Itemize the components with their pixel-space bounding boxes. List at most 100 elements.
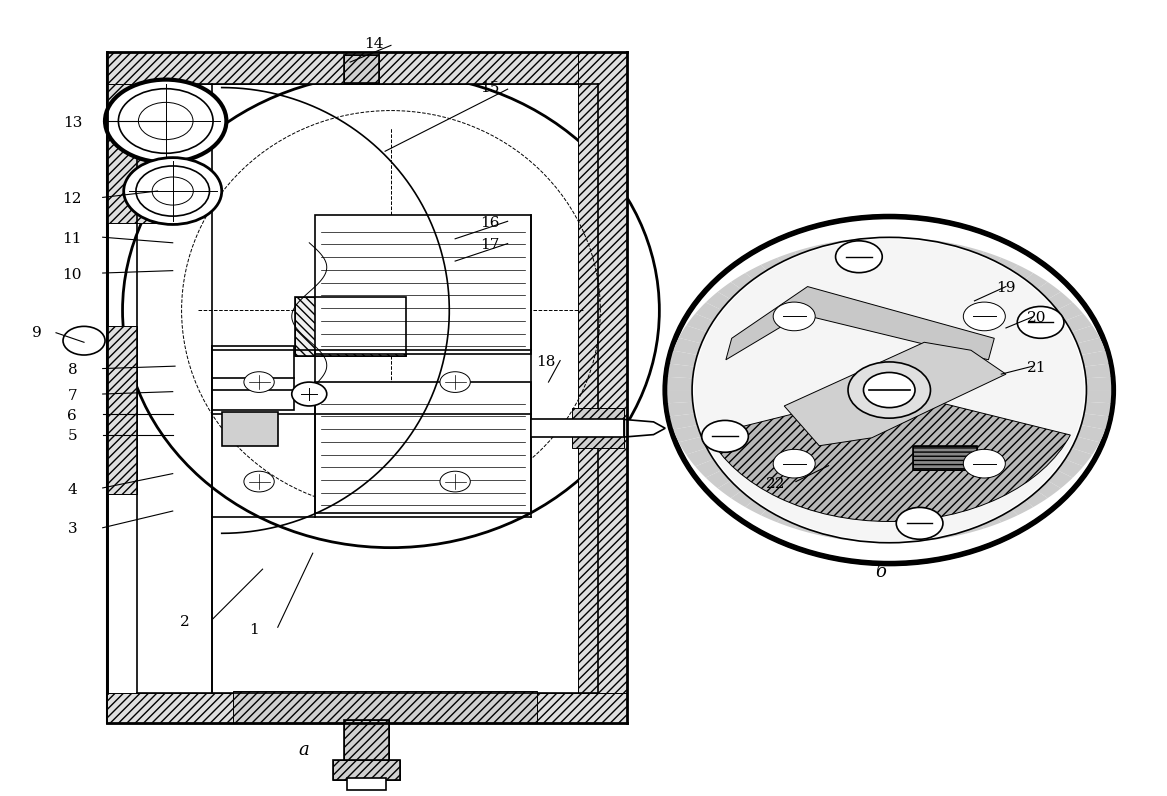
Text: а: а [298,741,309,759]
Wedge shape [679,390,889,455]
Wedge shape [889,265,1033,390]
Wedge shape [889,390,948,540]
Circle shape [774,302,816,331]
Wedge shape [889,247,984,390]
Wedge shape [812,390,889,537]
Wedge shape [889,390,1110,430]
Text: 19: 19 [997,281,1015,295]
Circle shape [244,471,274,492]
Bar [107,326,137,494]
Wedge shape [889,273,1048,390]
Wedge shape [666,390,889,416]
Text: 17: 17 [481,238,499,252]
Text: 9: 9 [33,326,42,340]
Wedge shape [889,314,1092,390]
Bar [212,346,294,410]
Wedge shape [889,292,1072,390]
Circle shape [963,302,1005,331]
Wedge shape [889,390,1033,515]
Bar [344,720,389,764]
Wedge shape [889,390,1112,416]
Bar [344,55,379,83]
Wedge shape [889,390,984,533]
Bar [333,760,400,780]
Wedge shape [731,273,889,390]
Ellipse shape [692,237,1086,543]
Circle shape [152,177,194,205]
Wedge shape [761,390,889,522]
Wedge shape [889,390,1092,466]
Wedge shape [679,326,889,390]
Text: 16: 16 [481,216,499,230]
Bar [347,778,386,790]
Wedge shape [686,314,889,390]
Circle shape [1018,306,1064,338]
Wedge shape [746,265,889,390]
Wedge shape [673,338,889,390]
Wedge shape [777,252,889,390]
Bar [315,382,531,513]
Bar [913,446,977,470]
Wedge shape [889,243,966,390]
Wedge shape [869,237,889,390]
Ellipse shape [123,73,659,548]
Circle shape [105,80,226,162]
Wedge shape [889,390,1001,529]
Circle shape [63,326,105,355]
Wedge shape [812,243,889,390]
Polygon shape [784,342,1006,446]
Wedge shape [851,390,889,542]
Circle shape [118,88,214,154]
Text: 3: 3 [68,522,77,537]
Bar [107,84,180,223]
Bar [531,419,624,437]
Circle shape [896,507,943,539]
Wedge shape [889,258,1018,390]
Wedge shape [889,390,1083,478]
Wedge shape [831,390,889,540]
Text: 1: 1 [250,623,259,638]
Text: 15: 15 [481,80,499,95]
Wedge shape [889,390,1105,443]
Text: 7: 7 [68,388,77,403]
Wedge shape [851,238,889,390]
Wedge shape [889,390,928,542]
Wedge shape [889,390,1113,404]
Wedge shape [761,258,889,390]
Bar [222,412,278,446]
Wedge shape [889,350,1110,390]
Wedge shape [718,282,889,390]
Text: б: б [875,563,887,580]
Wedge shape [889,237,909,390]
Bar [572,408,624,448]
Circle shape [440,471,470,492]
Wedge shape [666,364,889,390]
Bar [344,55,379,83]
Text: 22: 22 [767,477,785,491]
Text: 20: 20 [1027,311,1046,326]
Wedge shape [669,390,889,430]
Wedge shape [889,282,1061,390]
Circle shape [774,449,816,478]
Circle shape [864,373,915,408]
Text: 14: 14 [364,37,383,51]
Text: 21: 21 [1027,361,1046,375]
Wedge shape [889,252,1001,390]
Wedge shape [795,390,889,533]
Circle shape [135,166,210,216]
Text: 2: 2 [180,615,189,630]
Wedge shape [889,364,1112,390]
Wedge shape [696,390,889,478]
Wedge shape [686,390,889,466]
Wedge shape [889,390,1099,455]
Wedge shape [669,350,889,390]
Wedge shape [889,390,1018,522]
Ellipse shape [694,239,1084,541]
Bar [315,215,531,354]
Wedge shape [889,390,966,537]
Circle shape [848,362,930,418]
Circle shape [440,372,470,392]
Wedge shape [889,390,1072,488]
Wedge shape [889,377,1113,390]
Wedge shape [889,338,1105,390]
